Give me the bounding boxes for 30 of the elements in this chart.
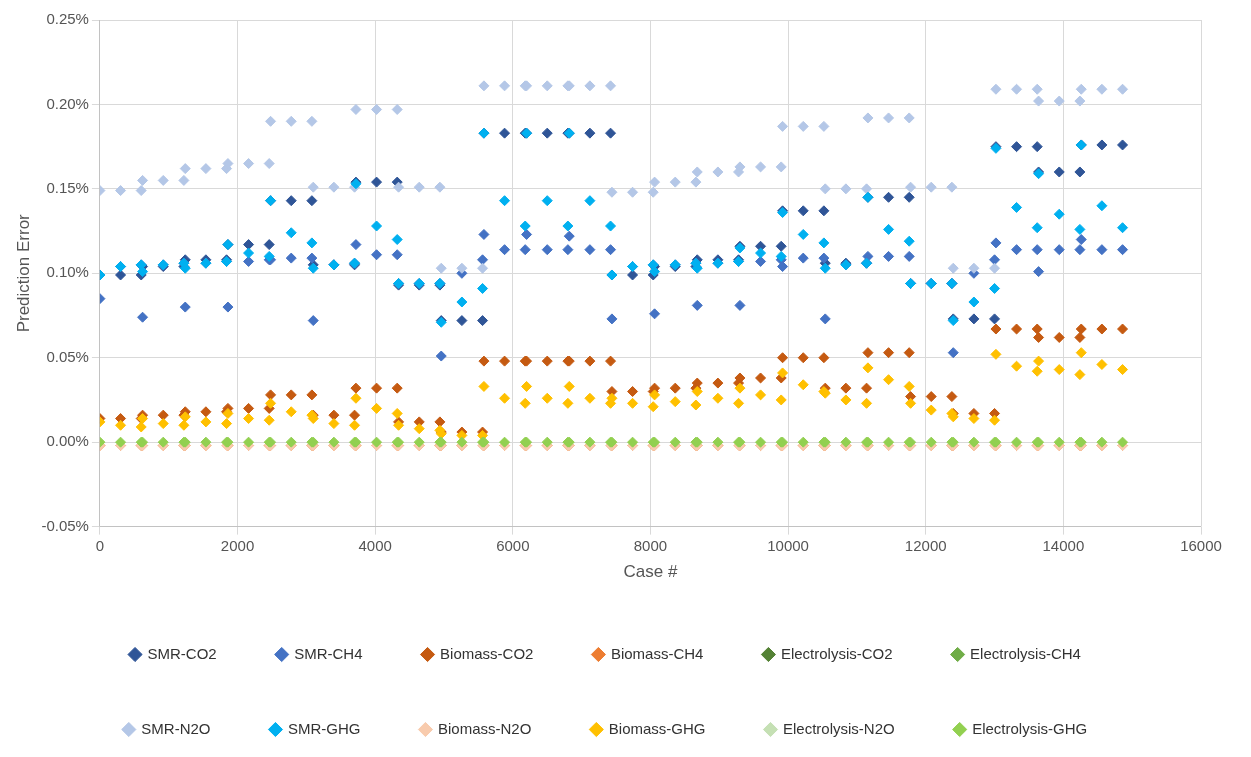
legend-label: Biomass-CH4 bbox=[610, 644, 704, 662]
x-axis-title: Case # bbox=[623, 562, 678, 582]
legend-label: Electrolysis-CO2 bbox=[780, 644, 893, 662]
legend-label: SMR-N2O bbox=[141, 719, 211, 737]
legend-label: Electrolysis-GHG bbox=[972, 719, 1088, 737]
y-tick-label: 0.05% bbox=[46, 347, 89, 365]
legend-label: Electrolysis-CH4 bbox=[970, 644, 1081, 662]
legend-label: Biomass-N2O bbox=[437, 719, 532, 737]
legend-label: SMR-CH4 bbox=[294, 644, 363, 662]
legend-label: SMR-CO2 bbox=[147, 644, 217, 662]
legend-label: Biomass-CO2 bbox=[440, 644, 534, 662]
y-tick-label: 0.10% bbox=[46, 263, 89, 281]
legend-label: Biomass-GHG bbox=[608, 719, 706, 737]
legend-label: Electrolysis-N2O bbox=[783, 719, 895, 737]
y-axis-title: Prediction Error bbox=[13, 213, 33, 333]
y-tick-label: 0.15% bbox=[46, 179, 89, 197]
x-tick-label: 16000 bbox=[1180, 536, 1222, 554]
y-tick-label: 0.00% bbox=[46, 432, 89, 450]
y-tick-label: 0.25% bbox=[46, 10, 89, 28]
legend-label: SMR-GHG bbox=[287, 719, 361, 737]
x-tick-label: 0 bbox=[95, 536, 105, 554]
x-tick-label: 2000 bbox=[220, 536, 255, 554]
x-tick-label: 10000 bbox=[767, 536, 809, 554]
y-tick-label: -0.05% bbox=[41, 516, 89, 534]
y-tick-label: 0.20% bbox=[46, 94, 89, 112]
x-tick-label: 12000 bbox=[904, 536, 947, 554]
x-tick-label: 14000 bbox=[1042, 536, 1085, 554]
x-tick-label: 8000 bbox=[633, 536, 668, 554]
x-tick-label: 6000 bbox=[496, 536, 530, 554]
x-tick-label: 4000 bbox=[358, 536, 392, 554]
